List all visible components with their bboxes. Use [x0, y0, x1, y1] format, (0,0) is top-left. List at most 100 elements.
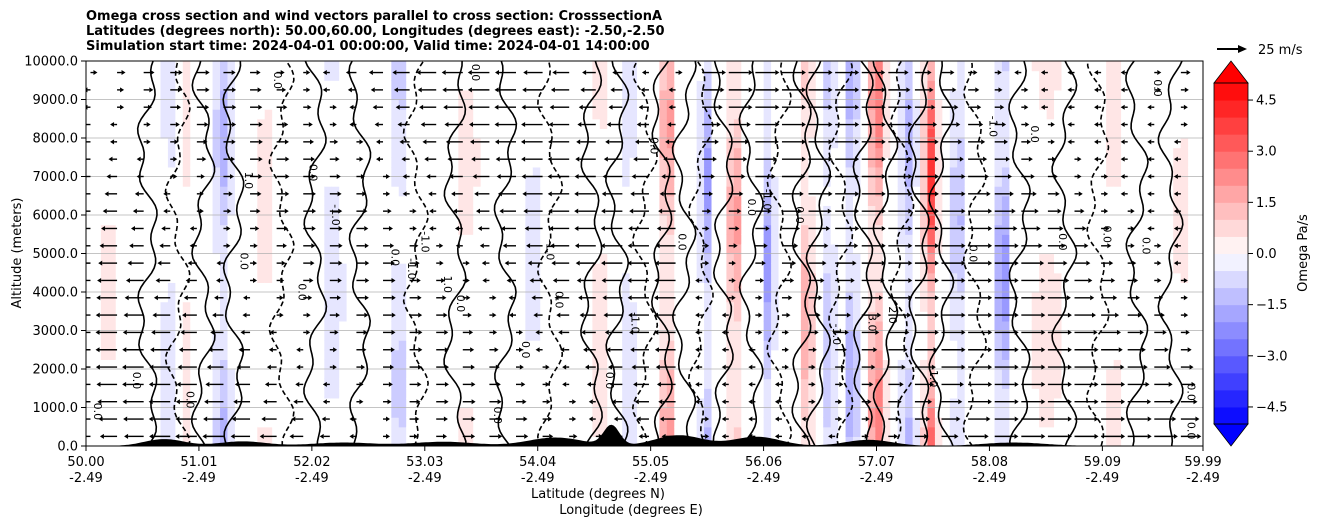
- omega-cell: [838, 61, 847, 72]
- omega-cell: [622, 340, 631, 351]
- omega-cell: [264, 195, 273, 206]
- omega-cell: [190, 253, 199, 264]
- omega-cell: [763, 378, 772, 389]
- omega-cell: [480, 301, 489, 312]
- omega-cell: [934, 61, 943, 72]
- omega-cell: [160, 195, 169, 206]
- omega-cell: [450, 436, 459, 446]
- omega-cell: [562, 195, 571, 206]
- omega-cell: [331, 330, 340, 341]
- omega-cell: [257, 109, 266, 120]
- omega-cell: [555, 70, 564, 81]
- omega-cell: [726, 215, 735, 226]
- omega-cell: [726, 234, 735, 245]
- omega-cell: [249, 292, 258, 303]
- omega-cell: [86, 89, 95, 101]
- omega-cell: [428, 311, 437, 322]
- omega-cell: [987, 378, 996, 389]
- omega-cell: [733, 349, 742, 360]
- omega-cell: [547, 89, 556, 101]
- omega-cell: [495, 417, 504, 428]
- omega-cell: [301, 426, 310, 437]
- omega-cell: [785, 282, 795, 293]
- omega-cell: [249, 388, 258, 399]
- omega-cell: [957, 118, 966, 129]
- omega-cell: [592, 426, 601, 437]
- omega-cell: [421, 320, 430, 332]
- omega-cell: [808, 89, 817, 101]
- omega-cell: [421, 253, 430, 264]
- omega-cell: [927, 147, 936, 158]
- omega-cell: [607, 128, 616, 139]
- omega-cell: [428, 186, 437, 197]
- omega-cell: [175, 320, 184, 332]
- omega-cell: [383, 128, 392, 139]
- omega-cell: [748, 311, 757, 322]
- omega-cell: [897, 176, 906, 187]
- omega-cell: [435, 205, 445, 216]
- omega-cell: [167, 301, 176, 312]
- omega-cell: [659, 320, 668, 332]
- omega-cell: [890, 369, 899, 380]
- omega-cell: [160, 166, 169, 178]
- omega-cell: [93, 397, 102, 409]
- omega-cell: [592, 340, 601, 351]
- omega-cell: [272, 436, 281, 446]
- omega-cell: [488, 215, 497, 226]
- omega-cell: [987, 330, 996, 341]
- omega-cell: [726, 61, 735, 72]
- omega-cell: [264, 243, 273, 255]
- omega-cell: [808, 263, 817, 274]
- omega-cell: [421, 426, 430, 437]
- omega-cell: [108, 147, 117, 158]
- omega-cell: [495, 138, 504, 149]
- omega-cell: [234, 417, 243, 428]
- omega-cell: [309, 320, 318, 332]
- omega-cell: [190, 272, 199, 283]
- omega-cell: [994, 320, 1003, 332]
- omega-cell: [182, 253, 191, 264]
- omega-cell: [212, 340, 221, 351]
- omega-cell: [562, 407, 571, 418]
- omega-cell: [927, 243, 936, 255]
- omega-cell: [123, 138, 132, 149]
- omega-cell: [882, 320, 891, 332]
- omega-cell: [637, 397, 646, 409]
- omega-cell: [853, 349, 862, 360]
- omega-cell: [987, 243, 996, 255]
- omega-cell: [309, 186, 318, 197]
- omega-cell: [383, 320, 392, 332]
- omega-cell: [987, 388, 996, 399]
- omega-cell: [637, 109, 646, 120]
- omega-cell: [383, 388, 392, 399]
- omega-cell: [331, 186, 340, 197]
- omega-cell: [912, 215, 921, 226]
- omega-cell: [413, 282, 422, 293]
- omega-cell: [949, 282, 958, 293]
- omega-cell: [361, 436, 370, 446]
- omega-cell: [294, 61, 303, 72]
- omega-cell: [324, 253, 333, 264]
- omega-cell: [979, 253, 988, 264]
- omega-cell: [272, 215, 281, 226]
- omega-cell: [622, 311, 631, 322]
- omega-cell: [532, 109, 541, 120]
- omega-cell: [1009, 234, 1018, 245]
- omega-cell: [443, 426, 452, 437]
- omega-cell: [592, 359, 601, 370]
- omega-cell: [860, 369, 869, 380]
- omega-cell: [368, 70, 378, 81]
- omega-cell: [465, 243, 474, 255]
- omega-cell: [741, 253, 750, 264]
- omega-cell: [562, 128, 571, 139]
- omega-cell: [555, 282, 564, 293]
- omega-cell: [867, 388, 876, 399]
- omega-cell: [771, 388, 780, 399]
- omega-cell: [197, 70, 206, 81]
- omega-cell: [100, 147, 109, 158]
- omega-cell: [763, 243, 772, 255]
- omega-cell: [234, 61, 243, 72]
- omega-cell: [540, 147, 549, 158]
- omega-cell: [294, 89, 303, 101]
- omega-cell: [860, 89, 869, 101]
